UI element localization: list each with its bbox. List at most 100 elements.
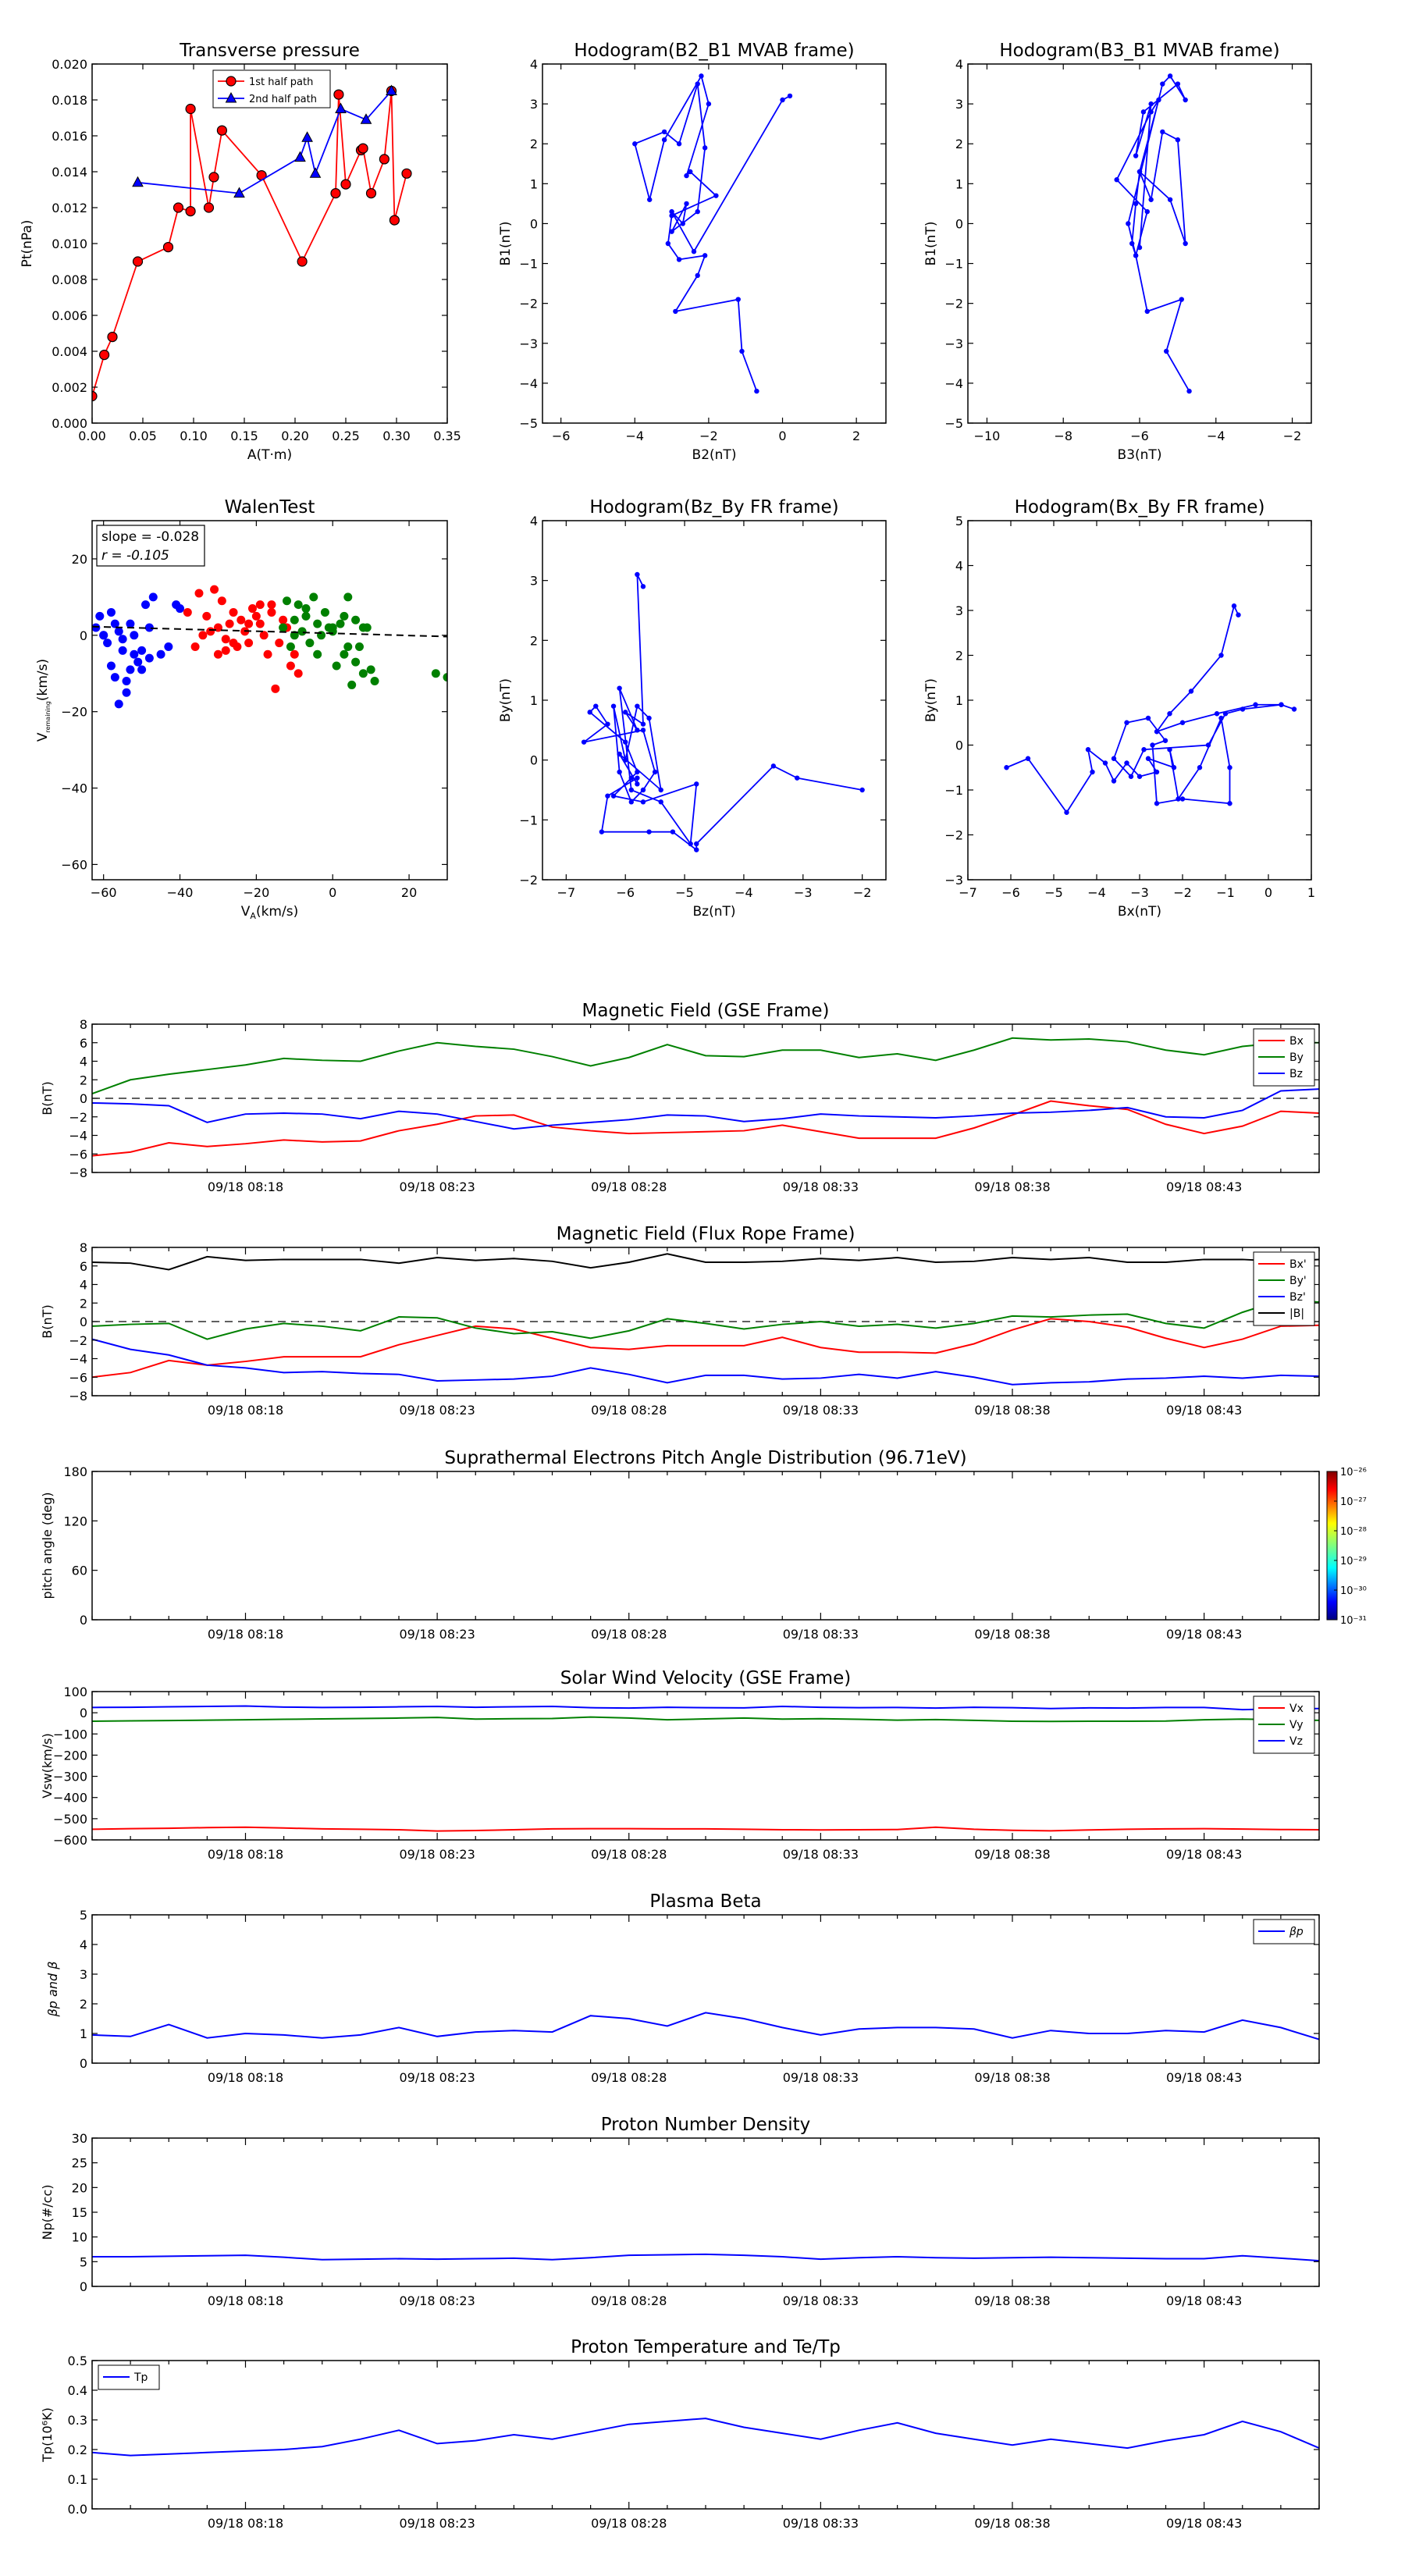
y-tick-label: 0: [955, 216, 963, 231]
data-point: [107, 332, 118, 343]
plot-area: [92, 2012, 1319, 2041]
annotation-text: slope = -0.028: [101, 529, 199, 545]
x-tick-label: 0.30: [382, 429, 411, 443]
data-point: [351, 615, 361, 624]
data-point: [647, 197, 653, 202]
data-point: [95, 611, 105, 621]
data-point: [599, 829, 605, 834]
y-tick-label: 0: [80, 1091, 87, 1106]
x-tick-label: −20: [243, 885, 269, 900]
time-tick-label: 09/18 08:33: [783, 1847, 859, 1862]
y-tick-label: 2: [80, 1073, 87, 1087]
data-point: [1126, 221, 1131, 226]
y-tick-label: 0.000: [52, 416, 87, 431]
data-point: [754, 388, 759, 394]
data-point: [244, 619, 254, 628]
legend-label: Bx: [1289, 1035, 1304, 1048]
y-tick-label: −300: [53, 1770, 87, 1784]
y-tick-label: 5: [955, 514, 963, 528]
legend-label: 2nd half path: [249, 94, 317, 105]
time-tick-label: 09/18 08:38: [974, 2070, 1050, 2085]
chart-title: Proton Temperature and Te/Tp: [571, 2337, 841, 2357]
data-point: [255, 600, 265, 610]
x-tick-label: −1: [1216, 885, 1235, 900]
data-point: [164, 642, 173, 651]
time-tick-label: 09/18 08:23: [399, 1403, 475, 1418]
y-tick-label: 2: [530, 633, 538, 648]
series-line-Vy: [92, 1716, 1319, 1723]
data-point: [190, 642, 200, 651]
data-point: [1128, 774, 1134, 779]
y-tick-label: 0.004: [52, 344, 87, 359]
series-line-|B|: [92, 1253, 1319, 1271]
data-point: [340, 649, 349, 659]
y-tick-label: 4: [530, 514, 538, 528]
x-tick-label: −7: [557, 885, 576, 900]
data-point: [213, 649, 222, 659]
y-tick-label: 0.2: [68, 2443, 87, 2457]
y-tick-label: 5: [80, 2254, 87, 2269]
data-point: [208, 172, 219, 183]
data-point: [99, 350, 110, 361]
plot-frame: [91, 1691, 1320, 1841]
y-axis-label: B(nT): [40, 1304, 55, 1338]
data-point: [347, 680, 357, 689]
data-point: [1162, 738, 1168, 743]
data-point: [185, 206, 196, 217]
data-point: [343, 642, 353, 651]
data-point: [1145, 715, 1151, 721]
data-point: [702, 145, 708, 151]
data-point: [581, 739, 587, 745]
y-tick-label: 2: [955, 649, 963, 664]
data-point: [680, 221, 685, 226]
data-point: [695, 208, 700, 215]
data-point: [623, 739, 628, 745]
data-point: [290, 615, 299, 624]
data-point: [379, 154, 389, 165]
data-point: [221, 635, 230, 644]
data-point: [137, 665, 147, 674]
y-tick-label: 20: [72, 552, 87, 567]
y-tick-label: 2: [80, 1296, 87, 1311]
data-point: [623, 757, 628, 763]
data-point: [610, 703, 617, 709]
data-point: [137, 646, 147, 655]
x-tick-label: 20: [401, 885, 417, 900]
data-point: [605, 793, 610, 799]
y-tick-label: −2: [944, 297, 963, 311]
data-point: [706, 101, 712, 107]
time-tick-label: 09/18 08:33: [783, 1179, 859, 1194]
time-tick-label: 09/18 08:33: [783, 2293, 859, 2308]
x-tick-label: 0.00: [78, 429, 106, 443]
data-point: [293, 600, 303, 610]
data-point: [661, 129, 667, 135]
plot-frame: [967, 63, 1312, 424]
data-point: [688, 841, 693, 847]
data-point: [358, 623, 368, 632]
plot-frame: [967, 520, 1312, 881]
y-tick-label: 0: [80, 1315, 87, 1329]
legend-label: Vz: [1289, 1735, 1303, 1748]
x-tick-label: 0.20: [281, 429, 309, 443]
time-tick-label: 09/18 08:28: [591, 2293, 667, 2308]
chart-pt: Transverse pressure 0.00 0.05 0.10 0.15 0.20 0…: [20, 41, 461, 463]
data-point: [1197, 765, 1203, 770]
plot-frame: [91, 63, 448, 424]
y-axis-label: Pt(nPa): [20, 220, 35, 268]
time-tick-label: 09/18 08:38: [974, 1179, 1050, 1194]
plot-frame: [91, 1247, 1320, 1397]
chart-h4: Hodogram(Bx_By FR frame) −7 −6 −5 −4 −3 −2 −1 0 1…: [923, 497, 1315, 920]
time-tick-label: 09/18 08:38: [974, 1847, 1050, 1862]
data-point: [122, 677, 131, 686]
data-point: [259, 631, 269, 640]
y-tick-label: 2: [530, 137, 538, 151]
data-point: [216, 125, 227, 136]
data-point: [640, 721, 646, 727]
y-tick-label: 0: [530, 216, 538, 231]
data-point: [251, 611, 261, 621]
x-tick-label: −4: [1087, 885, 1106, 900]
data-point: [255, 619, 265, 628]
y-tick-label: 0: [80, 1706, 87, 1720]
y-tick-label: 8: [80, 1240, 87, 1255]
data-point: [286, 661, 295, 671]
